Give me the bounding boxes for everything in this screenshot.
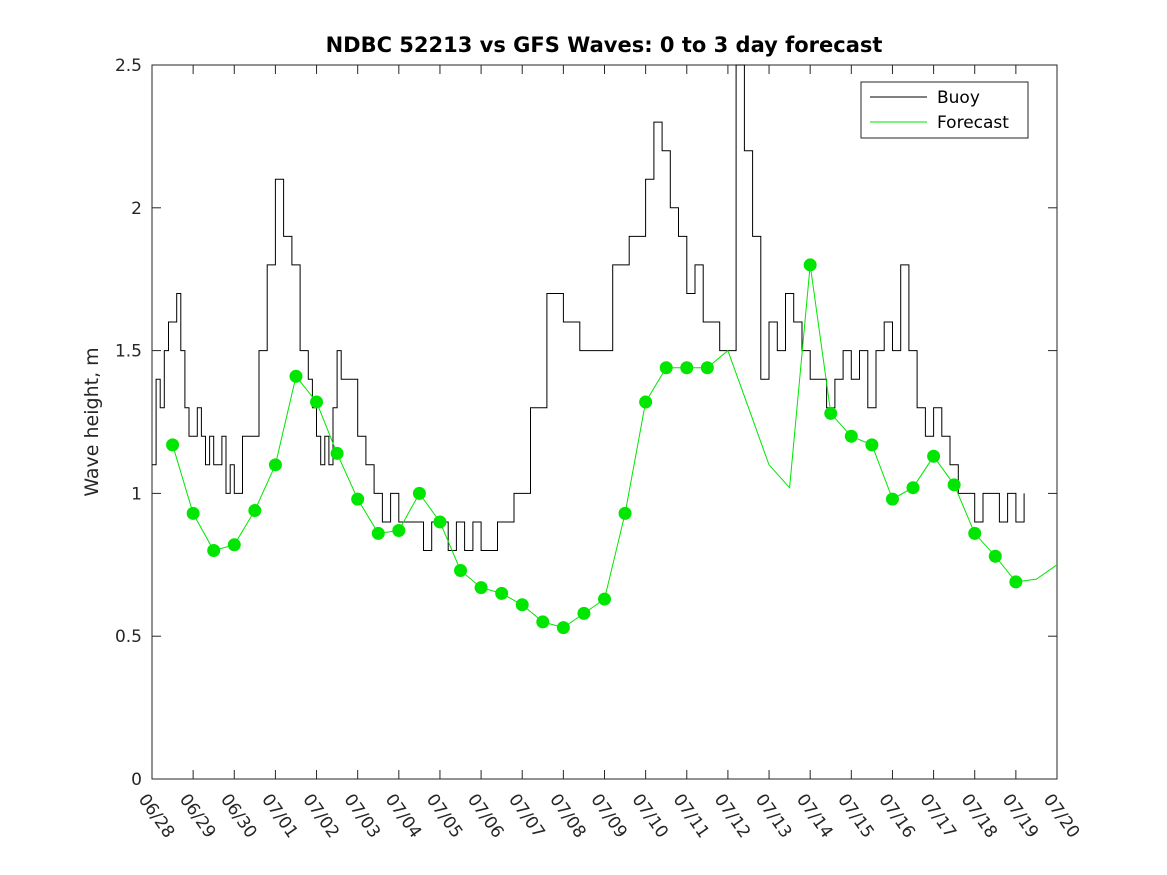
forecast-marker	[659, 361, 673, 375]
forecast-marker	[310, 395, 324, 409]
forecast-marker	[186, 506, 200, 520]
legend-buoy-label: Buoy	[937, 88, 980, 108]
forecast-marker	[803, 258, 817, 272]
forecast-marker	[474, 581, 488, 595]
forecast-marker	[988, 549, 1002, 563]
forecast-marker	[865, 438, 879, 452]
forecast-marker	[371, 526, 385, 540]
forecast-marker	[700, 361, 714, 375]
axes-box	[151, 64, 1058, 780]
forecast-marker	[618, 506, 632, 520]
y-axis-label: Wave height, m	[81, 347, 103, 496]
forecast-marker	[947, 478, 961, 492]
forecast-marker	[639, 395, 653, 409]
forecast-marker	[454, 564, 468, 578]
forecast-marker	[289, 369, 303, 383]
forecast-marker	[166, 438, 180, 452]
forecast-marker	[330, 446, 344, 460]
legend-forecast-label: Forecast	[937, 113, 1009, 133]
plot-area: 06/2806/2906/3007/0107/0207/0307/0407/05…	[115, 56, 1083, 842]
chart-title: NDBC 52213 vs GFS Waves: 0 to 3 day fore…	[326, 33, 883, 57]
buoy-line	[152, 64, 1025, 551]
forecast-marker	[885, 492, 899, 506]
forecast-markers	[166, 258, 1023, 635]
y-tick-label: 2.5	[115, 56, 142, 76]
forecast-marker	[680, 361, 694, 375]
forecast-marker	[392, 524, 406, 538]
y-tick-label: 1	[131, 484, 142, 504]
y-tick-label: 0.5	[115, 627, 142, 647]
forecast-marker	[598, 592, 611, 606]
forecast-marker	[824, 406, 838, 420]
forecast-marker	[268, 458, 282, 472]
forecast-marker	[495, 586, 509, 600]
forecast-marker	[556, 621, 570, 635]
forecast-marker	[433, 515, 447, 529]
forecast-marker	[207, 544, 221, 558]
forecast-marker	[351, 492, 365, 506]
forecast-marker	[844, 429, 858, 443]
y-axis: 0 0.5 1 1.5 2 2.5	[115, 56, 1057, 790]
y-tick-label: 1.5	[115, 342, 142, 362]
forecast-marker	[968, 526, 982, 540]
forecast-marker	[412, 486, 426, 500]
forecast-marker	[927, 449, 941, 463]
legend: Buoy Forecast	[860, 81, 1029, 139]
forecast-marker	[1009, 575, 1023, 589]
legend-box	[860, 81, 1029, 139]
forecast-marker	[227, 538, 241, 552]
forecast-marker	[577, 606, 591, 620]
forecast-marker	[515, 598, 529, 612]
y-tick-label: 2	[131, 199, 142, 219]
y-tick-label: 0	[131, 770, 142, 790]
forecast-marker	[536, 615, 550, 629]
forecast-marker	[248, 504, 262, 518]
forecast-marker	[906, 481, 920, 495]
